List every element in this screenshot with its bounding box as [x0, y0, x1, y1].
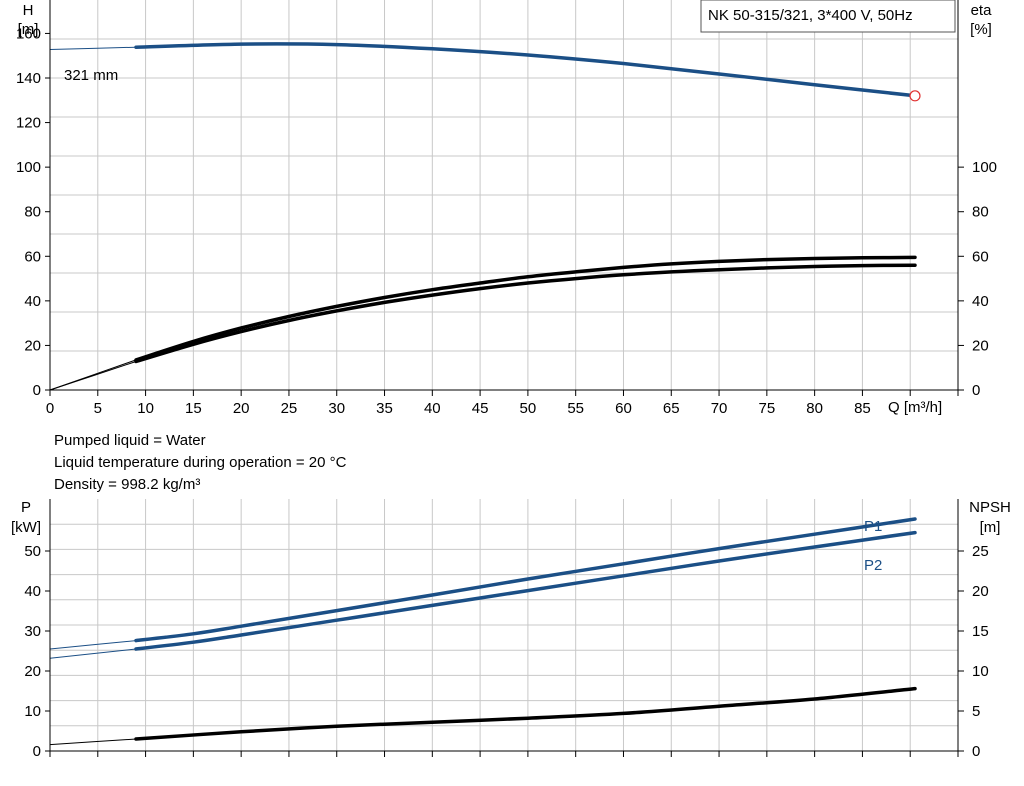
tick-label-x: 0: [46, 400, 54, 417]
pumped-liquid-info: Pumped liquid = Water Liquid temperature…: [54, 432, 347, 493]
series-eta-2-line: [134, 263, 917, 364]
tick-label-head: 60: [24, 248, 41, 265]
tick-label-npsh: 5: [972, 703, 980, 720]
tick-label-head: 80: [24, 204, 41, 221]
tick-label-eta: 20: [972, 337, 989, 354]
series-eta-2-extrapolated: [49, 361, 137, 391]
tick-label-x: 60: [615, 400, 632, 417]
tick-label-x: 75: [758, 400, 775, 417]
tick-label-x: 20: [233, 400, 250, 417]
tick-label-head: 0: [33, 382, 41, 399]
bottom-chart-ticks: 0 10 20 30 40 50 0 5 10 15 20 25: [24, 543, 988, 760]
tick-label-x: 85: [854, 400, 871, 417]
tick-label-head: 100: [16, 159, 41, 176]
tick-label-eta: 40: [972, 293, 989, 310]
tick-label-power: 30: [24, 623, 41, 640]
tick-label-head: 20: [24, 337, 41, 354]
tick-label-x: 65: [663, 400, 680, 417]
tick-label-head: 140: [16, 70, 41, 87]
series-P2-line: [134, 530, 917, 651]
tick-label-head: 40: [24, 293, 41, 310]
power-axis-label-symbol: P: [21, 499, 31, 516]
p2-series-label: P2: [864, 557, 882, 574]
tick-label-head: 160: [16, 25, 41, 42]
tick-label-x: 5: [94, 400, 102, 417]
series-NPSH-line: [134, 686, 917, 741]
tick-label-npsh: 20: [972, 583, 989, 600]
head-axis-label-unit: [m]: [18, 21, 39, 38]
top-chart-axes: [49, 0, 959, 391]
top-chart-grid: [50, 0, 958, 390]
power-axis-label-unit: [kW]: [11, 519, 41, 536]
top-chart-series: [49, 42, 921, 391]
bottom-chart-series: [49, 517, 917, 746]
tick-label-x: 25: [281, 400, 298, 417]
tick-label-npsh: 15: [972, 623, 989, 640]
series-NPSH-extrapolated: [49, 738, 137, 746]
series-head-extrapolated: [49, 46, 137, 50]
tick-label-power: 40: [24, 583, 41, 600]
eta-axis-label-unit: [%]: [970, 21, 992, 38]
info-line-liquid: Pumped liquid = Water: [54, 432, 206, 449]
top-chart-ticks: 0 20 40 60 80 100 120 140 160 0 20 40 60 80 100 0 5 10 15 2…: [16, 25, 997, 417]
eta-axis-label-symbol: eta: [971, 2, 993, 19]
tick-label-eta: 100: [972, 159, 997, 176]
series-P1-line: [134, 517, 917, 643]
series-P2-extrapolated: [49, 648, 137, 659]
flow-axis-label: Q [m³/h]: [888, 399, 942, 416]
p1-series-label: P1: [864, 518, 882, 535]
npsh-axis-label-unit: [m]: [980, 519, 1001, 536]
chart-title-box: NK 50-315/321, 3*400 V, 50Hz: [700, 0, 956, 33]
tick-label-head: 120: [16, 115, 41, 132]
tick-label-eta: 80: [972, 204, 989, 221]
impeller-diameter-annotation: 321 mm: [64, 67, 118, 84]
tick-label-x: 35: [376, 400, 393, 417]
tick-label-x: 30: [328, 400, 345, 417]
tick-label-x: 55: [567, 400, 584, 417]
tick-label-power: 50: [24, 543, 41, 560]
chart-title: NK 50-315/321, 3*400 V, 50Hz: [708, 7, 913, 24]
npsh-axis-label-symbol: NPSH: [969, 499, 1011, 516]
series-head-end-marker: [909, 90, 921, 102]
bottom-chart-axes: [49, 499, 959, 752]
tick-label-npsh: 25: [972, 543, 989, 560]
tick-label-x: 70: [711, 400, 728, 417]
head-axis-label-symbol: H: [23, 2, 34, 19]
series-head-line: [134, 42, 917, 98]
tick-label-npsh: 0: [972, 743, 980, 760]
tick-label-x: 45: [472, 400, 489, 417]
tick-label-x: 50: [520, 400, 537, 417]
info-line-density: Density = 998.2 kg/m³: [54, 476, 200, 493]
series-eta-1-line: [134, 255, 917, 362]
tick-label-power: 10: [24, 703, 41, 720]
tick-label-power: 20: [24, 663, 41, 680]
series-P1-extrapolated: [49, 640, 137, 650]
tick-label-x: 40: [424, 400, 441, 417]
tick-label-eta: 0: [972, 382, 980, 399]
tick-label-eta: 60: [972, 248, 989, 265]
tick-label-power: 0: [33, 743, 41, 760]
tick-label-npsh: 10: [972, 663, 989, 680]
tick-label-x: 80: [806, 400, 823, 417]
tick-label-x: 10: [137, 400, 154, 417]
tick-label-x: 15: [185, 400, 202, 417]
bottom-chart-grid: [50, 499, 958, 751]
info-line-temperature: Liquid temperature during operation = 20…: [54, 454, 347, 471]
